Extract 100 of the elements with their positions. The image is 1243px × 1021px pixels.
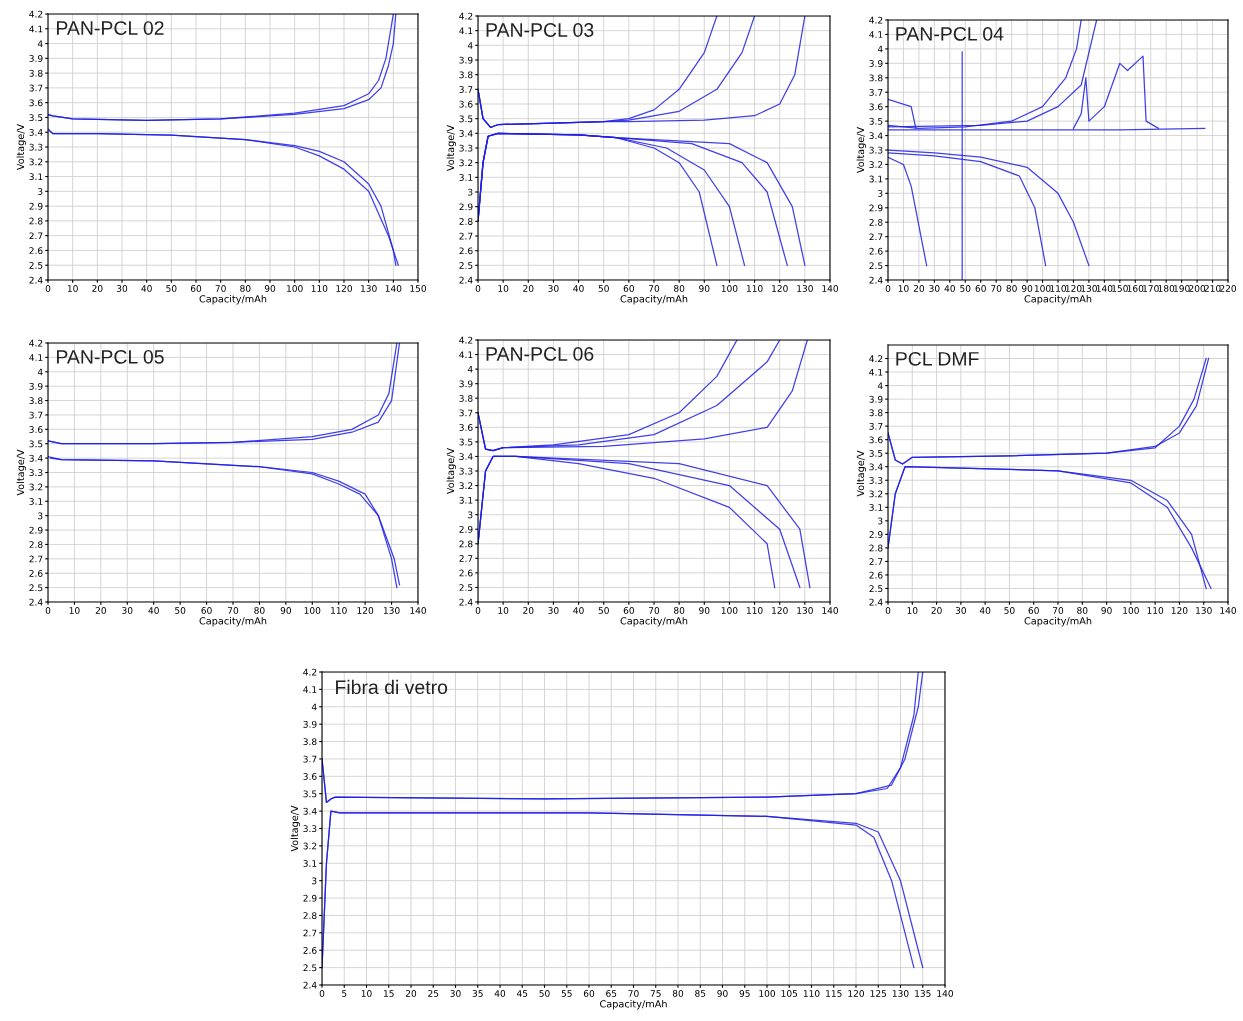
x-tick-label: 130 <box>361 285 377 292</box>
y-axis-title: Voltage/V <box>16 449 26 496</box>
x-tick-label: 120 <box>357 607 374 614</box>
x-tick-label: 50 <box>166 285 177 292</box>
x-tick-label: 170 <box>1143 285 1159 292</box>
x-tick-label: 15 <box>384 990 394 997</box>
x-tick-label: 130 <box>892 990 909 997</box>
y-tick-label: 3.9 <box>459 56 473 64</box>
x-tick-label: 65 <box>606 990 617 997</box>
y-tick-label: 2.6 <box>29 569 43 577</box>
y-tick-label: 2.7 <box>29 232 43 240</box>
y-tick-label: 3.2 <box>29 158 43 166</box>
x-tick-label: 10 <box>498 607 509 614</box>
x-tick-label: 0 <box>45 285 51 292</box>
x-tick-label: 5 <box>342 990 347 997</box>
y-tick-label: 2.8 <box>869 218 883 226</box>
y-tick-label: 2.7 <box>303 929 317 937</box>
y-tick-label: 2.9 <box>29 526 43 534</box>
y-tick-label: 2.4 <box>303 981 317 989</box>
x-tick-label: 130 <box>797 285 813 292</box>
x-axis-title: Capacity/mAh <box>620 294 688 305</box>
y-tick-label: 2.9 <box>869 204 883 212</box>
x-tick-label: 110 <box>311 285 328 292</box>
x-tick-label: 30 <box>116 285 128 292</box>
y-tick-label: 3.5 <box>29 114 43 121</box>
y-tick-label: 2.8 <box>29 217 43 225</box>
x-tick-label: 40 <box>148 607 159 614</box>
y-tick-label: 3.9 <box>459 380 473 388</box>
x-tick-label: 50 <box>960 285 971 292</box>
x-tick-label: 100 <box>1034 285 1051 292</box>
y-tick-label: 4 <box>37 368 43 376</box>
x-tick-label: 35 <box>472 990 483 997</box>
y-tick-label: 3.2 <box>869 490 883 498</box>
y-tick-label: 3.2 <box>29 483 43 491</box>
y-tick-label: 3.6 <box>459 100 473 108</box>
x-tick-label: 50 <box>539 990 550 997</box>
y-tick-label: 3 <box>312 877 317 885</box>
x-tick-label: 0 <box>885 285 891 292</box>
y-tick-label: 3.3 <box>303 825 317 833</box>
y-tick-label: 4.2 <box>869 16 883 24</box>
y-axis-title: Voltage/V <box>290 805 300 852</box>
y-tick-label: 4.1 <box>459 351 473 358</box>
y-tick-label: 3.9 <box>303 720 317 728</box>
y-tick-label: 4.2 <box>459 336 473 344</box>
x-tick-label: 100 <box>721 285 738 292</box>
x-tick-label: 130 <box>1196 607 1212 614</box>
y-tick-label: 3 <box>38 188 43 195</box>
y-tick-label: 2.7 <box>459 555 473 562</box>
y-tick-label: 3.1 <box>303 860 317 867</box>
y-tick-label: 3.8 <box>459 394 473 402</box>
x-tick-label: 70 <box>649 607 660 614</box>
y-tick-label: 3.7 <box>459 86 473 93</box>
y-tick-label: 2.5 <box>869 585 883 593</box>
chart-title: PAN-PCL 03 <box>486 23 594 37</box>
x-tick-label: 40 <box>573 285 584 292</box>
y-tick-label: 3 <box>38 512 43 520</box>
x-tick-label: 85 <box>695 990 706 997</box>
y-axis-title: Voltage/V <box>446 447 456 495</box>
y-tick-label: 2.6 <box>29 247 43 254</box>
y-tick-label: 3.2 <box>459 159 473 167</box>
y-tick-label: 2.5 <box>303 964 317 972</box>
x-tick-label: 220 <box>1220 285 1237 292</box>
x-tick-label: 20 <box>931 607 942 614</box>
x-tick-label: 0 <box>885 607 891 614</box>
y-tick-label: 3.7 <box>29 411 43 419</box>
x-tick-label: 40 <box>494 990 506 997</box>
y-tick-label: 3.8 <box>29 69 43 77</box>
chart-title: Fibra di vetro <box>336 679 448 695</box>
x-axis-title: Capacity/mAh <box>600 999 667 1010</box>
y-tick-label: 3.5 <box>459 115 473 123</box>
x-tick-label: 20 <box>913 285 925 292</box>
y-tick-label: 3.4 <box>303 807 317 815</box>
x-tick-label: 70 <box>1053 607 1064 614</box>
y-tick-label: 3.4 <box>869 132 883 140</box>
y-tick-label: 2.8 <box>869 544 883 552</box>
chart-title: PAN-PCL 05 <box>57 349 164 364</box>
y-tick-label: 3.2 <box>869 161 883 168</box>
x-axis-title: Capacity/mAh <box>199 294 267 305</box>
y-tick-label: 4.1 <box>869 368 883 376</box>
x-tick-label: 210 <box>1204 285 1221 292</box>
y-tick-label: 2.9 <box>303 894 317 902</box>
y-tick-label: 2.4 <box>459 276 473 284</box>
y-tick-label: 3.3 <box>459 467 473 475</box>
x-tick-label: 100 <box>759 990 776 997</box>
x-tick-label: 140 <box>1220 607 1237 614</box>
y-tick-label: 3.9 <box>869 60 883 67</box>
x-tick-label: 90 <box>699 285 710 292</box>
x-tick-label: 120 <box>848 990 865 997</box>
x-tick-label: 40 <box>944 285 955 292</box>
x-tick-label: 100 <box>721 607 738 614</box>
y-tick-label: 4 <box>877 45 883 53</box>
y-tick-label: 2.7 <box>459 232 473 240</box>
x-tick-label: 110 <box>746 607 763 614</box>
x-tick-label: 115 <box>826 990 842 997</box>
y-tick-label: 3.7 <box>869 422 883 430</box>
x-tick-label: 140 <box>822 285 839 292</box>
y-tick-label: 3.6 <box>29 426 43 433</box>
x-tick-label: 20 <box>95 607 106 614</box>
y-tick-label: 2.4 <box>459 598 473 606</box>
y-tick-label: 3.3 <box>869 146 883 154</box>
